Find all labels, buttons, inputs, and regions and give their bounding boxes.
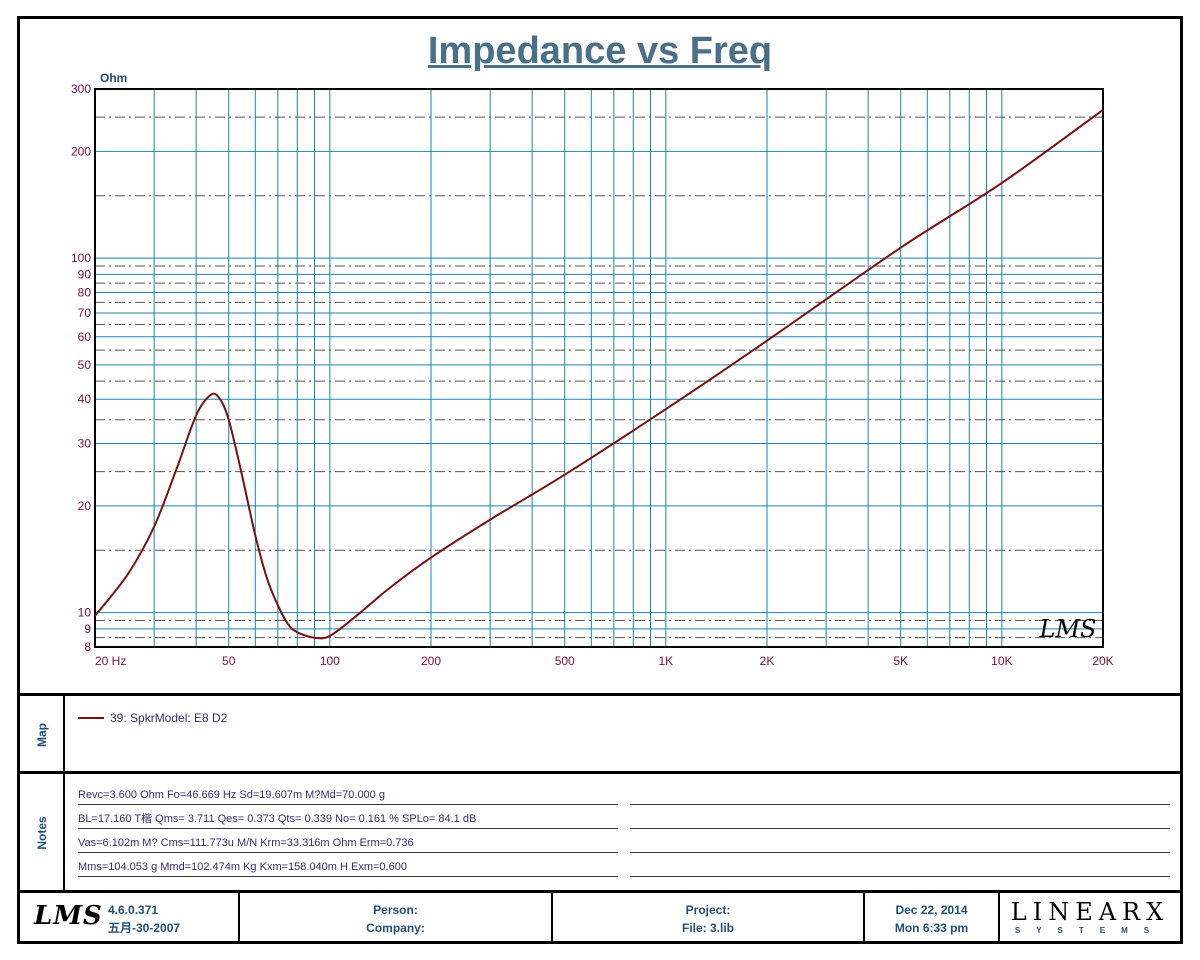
file-label: File: 3.lib [681,921,734,935]
note-line-4: Mms=104.053 g Mmd=102.474m Kg Kxm=158.04… [78,860,618,877]
footer-person-cell: Person: Company: [240,893,553,941]
footer-version-cell: LMS 4.6.0.371 五月-30-2007 [20,893,240,941]
footer-top-rule [17,890,1183,893]
legend-entry-label: 39: SpkrModel: E8 D2 [110,711,228,725]
map-side-column: Map [20,696,65,773]
y-tick-label: 300 [71,82,91,96]
note-blank-4 [630,860,1170,877]
y-tick-label: 20 [78,499,92,513]
lms-logo: LMS [34,901,103,931]
y-tick-label: 30 [78,437,92,451]
chart-title: Impedance vs Freq [427,30,773,72]
y-tick-label: 60 [78,330,92,344]
note-line-1: Revc=3.600 Ohm Fo=46.669 Hz Sd=19.607m M… [78,788,618,805]
plot-border [94,88,1104,648]
x-tick-label: 10K [991,654,1012,668]
y-axis-label: Ohm [100,71,127,85]
linearx-systems-text: SYSTEMS [1014,926,1166,935]
x-tick-label: 200 [421,654,441,668]
report-frame [17,16,1183,944]
y-tick-label: 100 [71,251,91,265]
y-tick-label: 10 [78,606,92,620]
x-tick-label: 2K [760,654,775,668]
y-tick-label: 80 [78,285,92,299]
legend-entry[interactable]: 39: SpkrModel: E8 D2 [78,711,227,725]
x-tick-label: 20 Hz [95,654,126,668]
x-tick-label: 20K [1092,654,1113,668]
date-label: Dec 22, 2014 [895,903,968,917]
note-line-3: Vas=6.102m M? Cms=111.773u M/N Krm=33.31… [78,836,618,853]
person-label: Person: [373,903,418,917]
company-label: Company: [366,921,425,935]
version-number: 4.6.0.371 [108,903,159,917]
footer-project-cell: Project: File: 3.lib [553,893,865,941]
legend-line-swatch [78,717,104,719]
lms-watermark: LMS [1039,615,1097,643]
note-blank-2 [630,812,1170,829]
notes-panel-top-rule [17,771,1183,774]
map-label: Map [34,722,49,747]
note-blank-3 [630,836,1170,853]
y-tick-label: 8 [84,640,91,654]
time-label: Mon 6:33 pm [894,921,969,935]
y-tick-label: 9 [84,622,91,636]
y-tick-label: 40 [78,392,92,406]
y-tick-label: 50 [78,358,92,372]
y-tick-label: 70 [78,306,92,320]
project-label: Project: [685,903,731,917]
note-line-2: BL=17.160 T楷 Qms= 3.711 Qes= 0.373 Qts= … [78,812,618,829]
y-tick-label: 90 [78,267,92,281]
x-tick-label: 500 [555,654,575,668]
x-tick-label: 100 [320,654,340,668]
y-tick-label: 200 [71,144,91,158]
impedance-curve [94,109,1104,640]
x-tick-label: 1K [659,654,674,668]
version-date: 五月-30-2007 [108,921,181,935]
map-panel-top-rule [17,693,1183,696]
x-tick-label: 5K [893,654,908,668]
notes-side-column: Notes [20,774,65,892]
linearx-logo: LINEARX [1010,898,1170,926]
footer-brand-cell: LINEARX SYSTEMS [1000,893,1180,941]
notes-label: Notes [34,816,49,850]
footer-date-cell: Dec 22, 2014 Mon 6:33 pm [865,893,1000,941]
note-blank-1 [630,788,1170,805]
x-tick-label: 50 [222,654,236,668]
